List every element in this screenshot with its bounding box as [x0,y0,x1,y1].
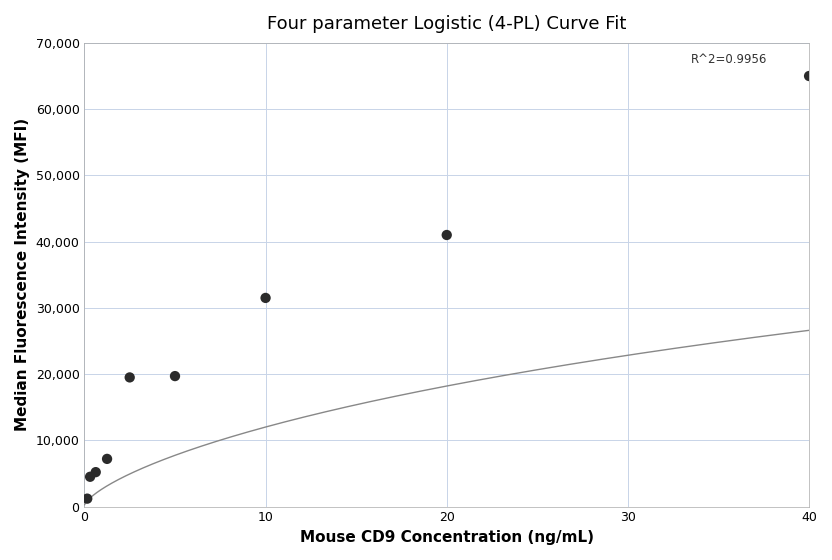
Point [440,231,453,240]
Point [83,472,97,481]
Title: Four parameter Logistic (4-PL) Curve Fit: Four parameter Logistic (4-PL) Curve Fit [267,15,626,33]
Point [168,372,181,381]
Text: R^2=0.9956: R^2=0.9956 [691,53,768,66]
Point [259,293,272,302]
Point [101,454,114,463]
Point [123,373,136,382]
Point [89,468,102,477]
X-axis label: Mouse CD9 Concentration (ng/mL): Mouse CD9 Concentration (ng/mL) [300,530,594,545]
Point [81,494,94,503]
Y-axis label: Median Fluorescence Intensity (MFI): Median Fluorescence Intensity (MFI) [15,118,30,431]
Point [802,72,815,81]
